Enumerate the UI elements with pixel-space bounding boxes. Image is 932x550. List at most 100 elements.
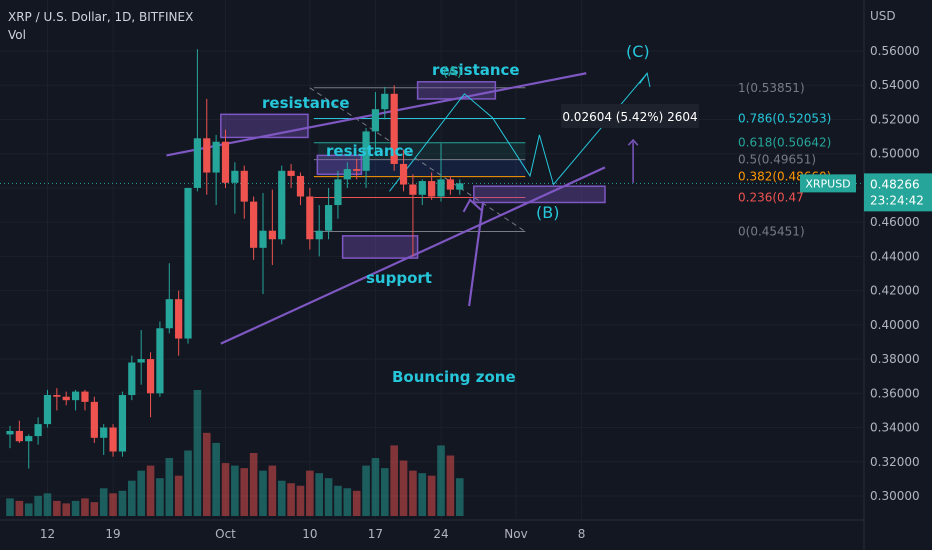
volume-bar	[221, 463, 230, 516]
fib-level-label: 0.5(0.49651)	[738, 153, 816, 167]
volume-bar	[146, 465, 155, 516]
symbol-title: XRP / U.S. Dollar, 1D, BITFINEX	[8, 10, 194, 24]
fib-level-label: 0.786(0.52053)	[738, 112, 831, 126]
time-tick-label: 10	[302, 527, 317, 541]
candle-body	[146, 359, 155, 394]
volume-bar	[268, 465, 277, 516]
candle-body	[175, 299, 183, 339]
time-tick-label: 19	[105, 527, 120, 541]
candle-body	[221, 141, 230, 183]
symbol-tag-label: XRPUSD	[805, 177, 850, 190]
measure-label-box	[561, 104, 699, 128]
bouncing-arrowhead	[462, 198, 482, 213]
candle-body	[212, 141, 220, 173]
candle-body	[399, 163, 408, 185]
volume-bar	[193, 390, 202, 516]
volume-bar	[371, 458, 380, 516]
candle-body	[418, 181, 426, 195]
price-tick-label: 0.56000	[870, 44, 920, 58]
volume-indicator-label: Vol	[8, 28, 26, 42]
candle-body	[62, 396, 70, 401]
price-tick-label: 0.42000	[870, 284, 920, 298]
volume-bar	[409, 470, 417, 516]
time-tick-label: Nov	[504, 527, 527, 541]
volume-bar	[212, 442, 220, 516]
volume-bar	[381, 468, 389, 516]
candle-body	[203, 138, 211, 173]
support-label: support	[366, 269, 432, 287]
candle-body	[109, 427, 117, 452]
volume-bar	[240, 468, 249, 516]
wave-b-label: (B)	[536, 203, 559, 222]
volume-bar	[156, 478, 164, 516]
wave-path	[389, 72, 648, 192]
candle-body	[278, 170, 286, 240]
volume-bar	[6, 498, 14, 516]
measure-arrowhead	[627, 138, 639, 146]
bouncing-zone-label: Bouncing zone	[392, 368, 516, 386]
fib-zone	[317, 159, 526, 177]
candle-body	[6, 430, 14, 435]
time-tick-label: 17	[368, 527, 383, 541]
wave-arrowhead	[639, 72, 651, 88]
candle-body	[71, 391, 80, 401]
candle-body	[90, 401, 98, 438]
volume-bar	[184, 450, 192, 516]
candle-body	[259, 230, 267, 248]
candle-body	[165, 299, 173, 329]
volume-bar	[437, 445, 445, 516]
volume-bar	[418, 473, 427, 516]
candle-body	[296, 175, 305, 197]
volume-bar	[231, 465, 239, 516]
volume-bar	[296, 485, 305, 516]
price-axis-unit: USD	[870, 9, 896, 23]
candle-body	[184, 187, 192, 339]
price-tick-label: 0.54000	[870, 78, 920, 92]
volume-bar	[62, 503, 71, 516]
resistance-zone	[220, 113, 309, 139]
time-tick-label: 8	[578, 527, 586, 541]
price-tick-label: 0.36000	[870, 386, 920, 400]
candle-body	[343, 169, 351, 180]
candle-body	[306, 196, 314, 240]
fib-trend-line	[309, 87, 526, 232]
time-tick-label: Oct	[215, 527, 236, 541]
volume-bar	[71, 500, 80, 516]
volume-bar	[81, 498, 89, 516]
price-tick-label: 0.44000	[870, 249, 920, 263]
wave-c-label: (C)	[626, 42, 650, 61]
volume-bar	[277, 480, 286, 516]
volume-bar	[118, 490, 127, 516]
candle-body	[137, 359, 145, 363]
candle-body	[193, 138, 201, 188]
resistance-label: resistance	[262, 94, 350, 112]
volume-bar	[334, 485, 342, 516]
bouncing-zone-box	[473, 185, 606, 204]
candle-body	[34, 424, 42, 437]
candle-body	[456, 183, 464, 190]
volume-bar	[352, 490, 361, 516]
last-price-value: 0.48266	[870, 177, 920, 191]
price-tick-label: 0.34000	[870, 421, 920, 435]
price-tick-label: 0.38000	[870, 352, 920, 366]
volume-bar	[24, 503, 33, 516]
chart-header: XRP / U.S. Dollar, 1D, BITFINEX Vol	[8, 8, 193, 44]
candle-body	[315, 230, 323, 240]
candle-body	[43, 395, 52, 425]
price-tick-label: 0.30000	[870, 489, 920, 503]
time-tick-label: 12	[40, 527, 55, 541]
candle-body	[81, 391, 89, 402]
volume-bar	[90, 502, 99, 516]
candle-body	[287, 170, 295, 176]
fib-level-label: 1(0.53851)	[738, 81, 805, 95]
symbol-tag	[800, 174, 856, 193]
volume-bar	[362, 465, 370, 516]
bar-countdown: 23:24:42	[870, 193, 924, 207]
candle-body	[240, 170, 248, 202]
candle-body	[100, 427, 108, 438]
volume-bar	[287, 483, 295, 516]
candle-body	[53, 395, 61, 397]
volume-bar	[202, 432, 211, 516]
